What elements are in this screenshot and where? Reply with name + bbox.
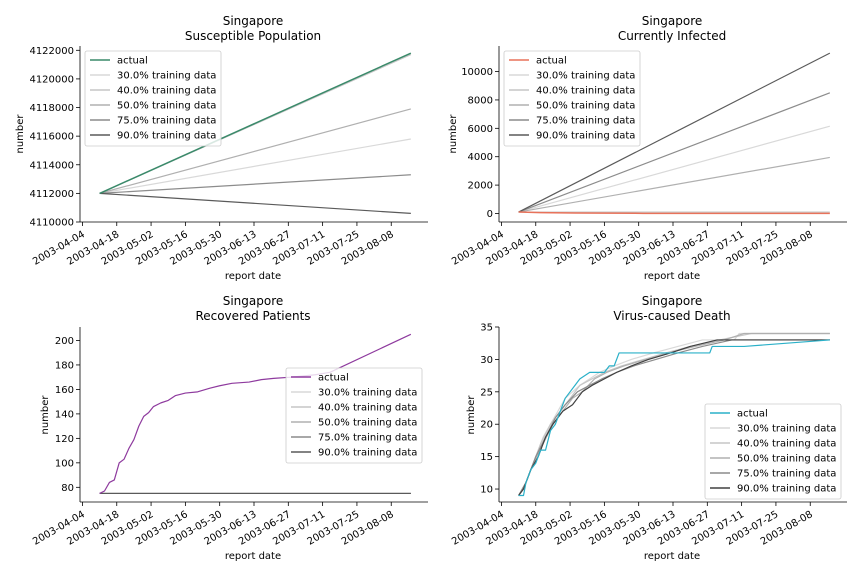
legend-box bbox=[84, 50, 222, 147]
chart-subtitle: Currently Infected bbox=[618, 29, 726, 43]
legend-box bbox=[503, 50, 641, 147]
legend-label: 50.0% training data bbox=[536, 101, 635, 112]
x-axis-label: report date bbox=[225, 271, 281, 282]
chart-title: Singapore bbox=[223, 294, 284, 308]
x-axis-label: report date bbox=[644, 271, 700, 282]
legend-label: 75.0% training data bbox=[117, 116, 216, 127]
series-line-training-3 bbox=[99, 108, 412, 194]
y-tick-label: 6000 bbox=[468, 124, 493, 135]
series-line-training-1 bbox=[99, 138, 411, 194]
y-axis-label: number bbox=[40, 395, 51, 435]
legend-label: 40.0% training data bbox=[536, 86, 635, 97]
series-line-training-4 bbox=[99, 174, 411, 194]
legend-label: actual bbox=[737, 409, 768, 420]
legend-label: 30.0% training data bbox=[737, 424, 836, 435]
legend-label: 50.0% training data bbox=[318, 418, 417, 429]
legend-label: actual bbox=[117, 56, 148, 67]
chart-title: Singapore bbox=[642, 294, 703, 308]
y-tick-label: 160 bbox=[55, 385, 74, 396]
y-tick-label: 10 bbox=[480, 485, 493, 496]
series-line-actual bbox=[99, 333, 412, 494]
series-line-training-1 bbox=[518, 125, 831, 213]
y-tick-label: 15 bbox=[480, 452, 493, 463]
series-line-actual bbox=[518, 211, 830, 215]
series-line-training-3 bbox=[518, 156, 830, 213]
y-tick-label: 4112000 bbox=[29, 189, 74, 200]
series-line-actual bbox=[99, 52, 412, 195]
legend-label: 30.0% training data bbox=[318, 388, 417, 399]
legend-label: 50.0% training data bbox=[117, 101, 216, 112]
chart-title: Singapore bbox=[642, 14, 703, 28]
y-tick-label: 20 bbox=[480, 420, 493, 431]
legend-label: 75.0% training data bbox=[737, 469, 836, 480]
y-tick-label: 4118000 bbox=[29, 103, 74, 114]
series-line-training-4 bbox=[518, 92, 831, 213]
y-tick-label: 200 bbox=[55, 336, 74, 347]
y-tick-label: 4116000 bbox=[29, 132, 74, 143]
y-tick-label: 25 bbox=[480, 387, 493, 398]
y-tick-label: 4122000 bbox=[29, 46, 74, 57]
y-tick-label: 100 bbox=[55, 458, 74, 469]
chart-subtitle: Recovered Patients bbox=[195, 309, 310, 323]
y-tick-label: 80 bbox=[61, 483, 74, 494]
y-tick-label: 4000 bbox=[468, 152, 493, 163]
legend-label: 30.0% training data bbox=[117, 71, 216, 82]
x-axis-label: report date bbox=[225, 551, 281, 562]
y-tick-label: 180 bbox=[55, 360, 74, 371]
y-tick-label: 0 bbox=[487, 209, 493, 220]
y-tick-label: 8000 bbox=[468, 95, 493, 106]
legend-label: 50.0% training data bbox=[737, 454, 836, 465]
legend-box bbox=[704, 403, 842, 500]
y-axis-label: number bbox=[15, 114, 26, 154]
legend-label: 40.0% training data bbox=[318, 403, 417, 414]
legend-label: 90.0% training data bbox=[318, 448, 417, 459]
y-tick-label: 140 bbox=[55, 409, 74, 420]
legend-box bbox=[285, 367, 423, 464]
series-line-actual bbox=[518, 339, 830, 497]
chart-subtitle: Virus-caused Death bbox=[613, 309, 730, 323]
y-axis-label: number bbox=[448, 114, 459, 154]
y-tick-label: 35 bbox=[480, 323, 493, 334]
y-tick-label: 4120000 bbox=[29, 74, 74, 85]
y-tick-label: 4110000 bbox=[29, 218, 74, 229]
series-line-training-4 bbox=[518, 339, 830, 496]
legend-label: 30.0% training data bbox=[536, 71, 635, 82]
legend-label: actual bbox=[318, 373, 349, 384]
legend-label: 75.0% training data bbox=[318, 433, 417, 444]
y-tick-label: 30 bbox=[480, 355, 493, 366]
legend-label: 90.0% training data bbox=[737, 484, 836, 495]
legend-label: 40.0% training data bbox=[737, 439, 836, 450]
chart-title: Singapore bbox=[223, 14, 284, 28]
y-tick-label: 2000 bbox=[468, 181, 493, 192]
y-tick-label: 120 bbox=[55, 434, 74, 445]
legend-label: actual bbox=[536, 56, 567, 67]
legend-label: 75.0% training data bbox=[536, 116, 635, 127]
legend-label: 90.0% training data bbox=[536, 131, 635, 142]
chart-subtitle: Susceptible Population bbox=[185, 29, 321, 43]
y-tick-label: 10000 bbox=[461, 67, 493, 78]
legend-label: 90.0% training data bbox=[117, 131, 216, 142]
y-tick-label: 4114000 bbox=[29, 160, 74, 171]
legend-label: 40.0% training data bbox=[117, 86, 216, 97]
y-axis-label: number bbox=[466, 395, 477, 435]
series-line-training-5 bbox=[518, 52, 831, 213]
x-axis-label: report date bbox=[644, 551, 700, 562]
series-line-training-5 bbox=[99, 192, 411, 215]
series-line-training-3 bbox=[518, 332, 830, 496]
